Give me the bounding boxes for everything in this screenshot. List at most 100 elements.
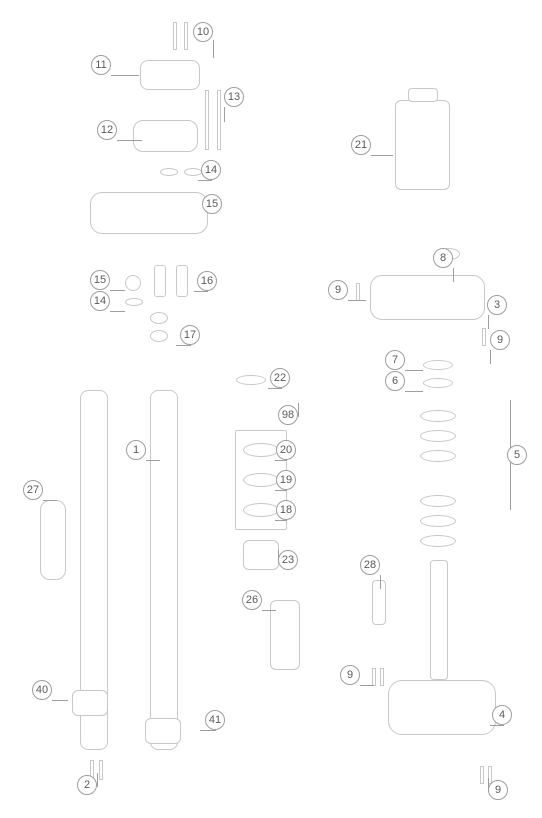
callout-9c: 9 — [340, 665, 360, 685]
leader-line — [200, 730, 216, 731]
part-bolt-9a — [356, 283, 360, 301]
part-guard-27 — [40, 500, 66, 580]
leader-line — [298, 403, 299, 417]
callout-2: 2 — [77, 775, 97, 795]
leader-line — [110, 311, 125, 312]
callout-9b: 9 — [490, 330, 510, 350]
leader-line — [488, 315, 489, 329]
part-clamp-41 — [145, 718, 181, 744]
part-ring-7 — [423, 360, 453, 370]
part-bush-16b — [176, 265, 188, 297]
part-bush-23 — [243, 540, 279, 570]
part-fork-right — [150, 390, 178, 750]
leader-line — [52, 700, 68, 701]
callout-20: 20 — [276, 440, 296, 460]
part-bearing-5b — [420, 430, 456, 442]
part-washer-14a — [160, 168, 178, 176]
leader-line — [275, 460, 287, 461]
leader-line — [176, 345, 191, 346]
part-oil-bottle-21 — [395, 100, 450, 190]
callout-13: 13 — [224, 87, 244, 107]
part-washer-14c — [125, 298, 143, 306]
leader-line — [490, 350, 491, 364]
callout-1: 1 — [126, 440, 146, 460]
leader-line — [405, 391, 423, 392]
leader-line — [224, 107, 225, 122]
part-bearing-5d — [420, 495, 456, 507]
leader-line — [268, 388, 282, 389]
callout-7: 7 — [385, 350, 405, 370]
callout-3: 3 — [487, 295, 507, 315]
leader-line — [371, 155, 393, 156]
callout-15b: 15 — [90, 270, 110, 290]
part-clamp-12 — [133, 120, 198, 152]
callout-4: 4 — [492, 705, 512, 725]
callout-9a: 9 — [328, 280, 348, 300]
callout-17: 17 — [180, 325, 200, 345]
callout-41: 41 — [205, 710, 225, 730]
exploded-diagram: 10 11 13 12 14 21 15 8 9 15 16 3 14 17 9 76 22 1 98 5 20 27 19… — [0, 0, 542, 818]
callout-10: 10 — [193, 22, 213, 42]
part-seal-20 — [243, 443, 279, 457]
part-bearing-5e — [420, 515, 456, 527]
part-triple-top-3 — [370, 275, 485, 320]
leader-line — [111, 75, 139, 76]
part-seal-18 — [243, 503, 279, 517]
part-oil-cap-21 — [408, 88, 438, 102]
part-bearing-5f — [420, 535, 456, 547]
callout-22: 22 — [270, 368, 290, 388]
part-nut-17b — [150, 330, 168, 342]
part-washer-14b — [184, 168, 202, 176]
callout-16: 16 — [197, 271, 217, 291]
leader-line — [194, 291, 208, 292]
callout-26: 26 — [242, 590, 262, 610]
leader-line — [262, 610, 276, 611]
leader-line — [360, 685, 374, 686]
part-bolt-9c — [372, 668, 376, 686]
part-bar-28 — [372, 580, 386, 625]
callout-19: 19 — [276, 470, 296, 490]
callout-6: 6 — [385, 371, 405, 391]
callout-14a: 14 — [201, 160, 221, 180]
leader-line — [117, 140, 142, 141]
part-bolt-9b — [482, 328, 486, 346]
leader-line — [110, 290, 125, 291]
leader-line — [380, 575, 381, 589]
callout-14b: 14 — [90, 291, 110, 311]
callout-18: 18 — [276, 500, 296, 520]
callout-12: 12 — [97, 120, 117, 140]
callout-40: 40 — [32, 680, 52, 700]
callout-9d: 9 — [488, 780, 508, 800]
part-bolt-9c2 — [380, 668, 384, 686]
part-ring-6 — [423, 378, 453, 388]
callout-11: 11 — [91, 55, 111, 75]
leader-line — [198, 180, 212, 181]
part-nut-17a — [150, 312, 168, 324]
part-lower-triple-4 — [388, 680, 496, 735]
callout-8: 8 — [433, 248, 453, 268]
leader-line — [453, 268, 454, 282]
part-bolt-13a — [205, 90, 209, 150]
leader-line — [275, 490, 287, 491]
part-bolt-13b — [217, 90, 221, 150]
leader-line — [405, 370, 423, 371]
part-oring-22 — [236, 375, 266, 385]
callout-98: 98 — [278, 405, 298, 425]
part-bush-16a — [154, 265, 166, 297]
leader-line — [275, 520, 287, 521]
callout-28: 28 — [360, 555, 380, 575]
part-seal-19 — [243, 473, 279, 487]
leader-line — [490, 725, 504, 726]
callout-27: 27 — [23, 480, 43, 500]
part-bush-15b — [125, 275, 141, 291]
part-triple-top — [90, 192, 208, 234]
callout-21: 21 — [351, 135, 371, 155]
part-bolt-9d — [480, 766, 484, 784]
callout-15a: 15 — [202, 194, 222, 214]
leader-line — [146, 460, 160, 461]
callout-5: 5 — [507, 445, 527, 465]
part-bolt-10a — [173, 22, 177, 50]
part-bearing-5c — [420, 450, 456, 462]
leader-line — [43, 500, 57, 501]
part-clamp-11 — [140, 60, 200, 90]
